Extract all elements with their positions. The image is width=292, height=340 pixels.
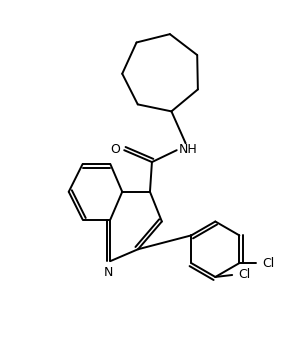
Text: Cl: Cl xyxy=(238,269,250,282)
Text: Cl: Cl xyxy=(262,257,274,270)
Text: O: O xyxy=(110,143,120,156)
Text: NH: NH xyxy=(179,143,198,156)
Text: N: N xyxy=(104,266,113,278)
